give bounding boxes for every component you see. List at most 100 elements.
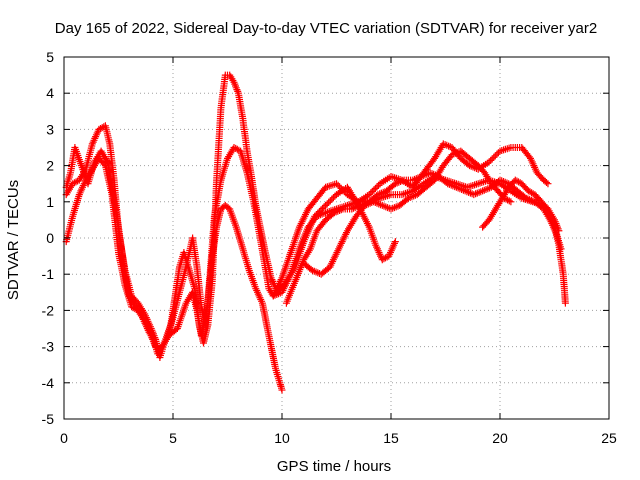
data-point-marker xyxy=(278,250,294,282)
data-point-marker xyxy=(191,285,203,327)
data-point-marker xyxy=(413,185,428,199)
data-point-marker xyxy=(230,144,243,154)
data-point-marker xyxy=(272,364,283,385)
x-tick-label: 0 xyxy=(60,430,68,446)
data-point-marker xyxy=(352,203,368,220)
data-point-marker xyxy=(173,301,189,332)
data-point-marker xyxy=(531,191,544,204)
data-point-marker xyxy=(147,332,159,349)
data-point-marker xyxy=(481,169,494,186)
data-point-marker xyxy=(252,285,266,305)
data-point-marker xyxy=(457,154,472,168)
data-point-marker xyxy=(387,202,402,213)
data-point-marker xyxy=(121,281,135,309)
data-point-marker xyxy=(217,203,228,213)
data-point-marker xyxy=(343,214,359,235)
series-track-3 xyxy=(62,140,552,354)
data-point-marker xyxy=(250,198,264,240)
data-point-marker xyxy=(555,227,563,235)
data-point-marker xyxy=(278,272,294,296)
data-point-marker xyxy=(62,182,76,199)
data-point-marker xyxy=(518,144,533,161)
data-point-marker xyxy=(239,245,253,273)
data-point-marker xyxy=(313,209,328,220)
data-point-marker xyxy=(193,263,205,309)
data-point-marker xyxy=(269,289,284,300)
y-tick-label: -3 xyxy=(42,339,55,355)
data-point-marker xyxy=(141,317,154,338)
data-point-marker xyxy=(333,180,350,197)
data-point-marker xyxy=(176,265,189,296)
data-point-marker xyxy=(232,223,246,251)
data-point-marker xyxy=(256,234,268,265)
data-point-marker xyxy=(553,230,564,251)
y-tick-label: 0 xyxy=(46,230,54,246)
data-point-marker xyxy=(322,192,339,209)
data-point-marker xyxy=(300,259,315,273)
data-point-marker xyxy=(156,337,169,354)
data-point-marker xyxy=(522,194,537,205)
y-tick-label: -1 xyxy=(42,266,55,282)
data-point-marker xyxy=(226,71,237,84)
data-point-marker xyxy=(226,205,239,229)
data-point-marker xyxy=(452,183,467,194)
data-point-marker xyxy=(169,290,183,322)
x-tick-label: 20 xyxy=(492,430,508,446)
data-point-marker xyxy=(474,162,487,175)
data-point-marker xyxy=(439,140,454,151)
data-point-marker xyxy=(527,154,540,175)
data-point-marker xyxy=(128,292,141,306)
y-tick-label: -5 xyxy=(42,411,55,427)
data-point-marker xyxy=(317,264,332,278)
data-point-marker xyxy=(263,321,275,349)
y-tick-label: 1 xyxy=(46,194,54,210)
data-point-marker xyxy=(128,303,140,313)
data-point-marker xyxy=(152,343,162,353)
data-point-marker xyxy=(518,180,531,193)
data-point-marker xyxy=(213,106,225,184)
data-point-marker xyxy=(267,343,279,370)
data-point-marker xyxy=(479,217,492,231)
data-point-marker xyxy=(304,196,320,213)
data-point-marker xyxy=(466,154,481,168)
data-point-marker xyxy=(470,188,485,199)
data-point-marker xyxy=(210,178,225,220)
data-point-marker xyxy=(295,225,311,253)
data-point-marker xyxy=(97,147,110,164)
data-point-marker xyxy=(69,177,82,188)
data-point-marker xyxy=(507,198,515,206)
data-point-marker xyxy=(62,214,76,246)
y-axis-ticks: -5 -4 -3 -2 -1 0 1 2 3 4 5 xyxy=(42,49,609,427)
data-point-marker xyxy=(457,147,472,161)
data-point-marker xyxy=(282,279,298,307)
data-point-marker xyxy=(551,216,562,233)
data-point-marker xyxy=(217,156,231,184)
data-point-marker xyxy=(485,149,502,166)
data-point-marker xyxy=(230,78,242,95)
data-point-marker xyxy=(544,180,552,188)
data-point-marker xyxy=(75,167,89,184)
data-point-marker xyxy=(370,198,384,209)
data-point-marker xyxy=(243,147,255,178)
data-point-marker xyxy=(313,185,328,202)
data-point-marker xyxy=(485,207,499,224)
data-point-marker xyxy=(422,177,437,191)
data-point-marker xyxy=(540,205,553,222)
data-point-marker xyxy=(374,188,389,199)
y-tick-label: -4 xyxy=(42,375,55,391)
data-point-marker xyxy=(115,249,129,287)
data-point-marker xyxy=(71,144,85,168)
x-tick-label: 15 xyxy=(383,430,399,446)
data-point-marker xyxy=(559,270,569,305)
data-point-marker xyxy=(300,247,313,264)
data-point-marker xyxy=(221,201,232,212)
y-tick-label: -2 xyxy=(42,302,55,318)
series-track-6 xyxy=(300,147,515,278)
data-point-marker xyxy=(439,152,455,170)
data-point-marker xyxy=(376,174,393,188)
data-point-marker xyxy=(306,229,320,253)
data-point-marker xyxy=(261,259,273,291)
data-point-marker xyxy=(206,214,218,278)
data-point-marker xyxy=(537,198,551,212)
data-point-marker xyxy=(95,123,108,133)
